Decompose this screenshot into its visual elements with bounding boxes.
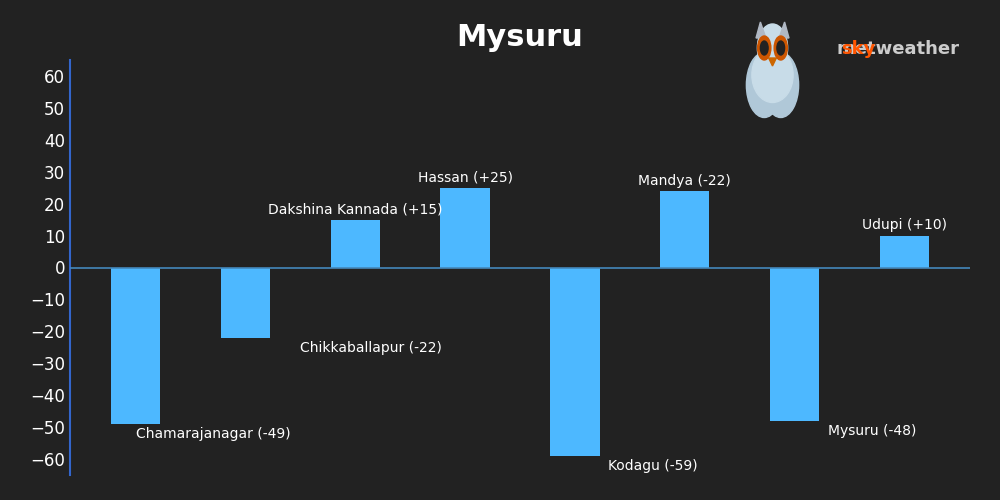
Text: sky: sky	[841, 40, 875, 58]
Text: Chikkaballapur (-22): Chikkaballapur (-22)	[300, 341, 442, 355]
Text: Dakshina Kannada (+15): Dakshina Kannada (+15)	[268, 202, 443, 216]
Bar	[550, 268, 600, 456]
Bar	[880, 236, 929, 268]
Text: Hassan (+25): Hassan (+25)	[418, 170, 513, 184]
Ellipse shape	[752, 48, 793, 102]
Bar	[770, 268, 819, 420]
Polygon shape	[779, 22, 789, 38]
Circle shape	[760, 41, 768, 55]
Polygon shape	[769, 58, 776, 66]
Circle shape	[774, 36, 787, 60]
Circle shape	[758, 36, 771, 60]
Circle shape	[777, 41, 785, 55]
Title: Mysuru: Mysuru	[457, 23, 583, 52]
Text: Udupi (+10): Udupi (+10)	[862, 218, 947, 232]
Text: metweather: metweather	[837, 40, 960, 58]
Bar	[440, 188, 490, 268]
Bar	[221, 268, 270, 338]
Ellipse shape	[746, 52, 782, 118]
Bar	[111, 268, 160, 424]
Ellipse shape	[763, 52, 799, 118]
Text: Mandya (-22): Mandya (-22)	[638, 174, 731, 188]
Polygon shape	[756, 22, 766, 38]
Bar	[660, 191, 709, 268]
Bar	[331, 220, 380, 268]
Ellipse shape	[757, 24, 788, 72]
Text: Mysuru (-48): Mysuru (-48)	[828, 424, 916, 438]
Text: Chamarajanagar (-49): Chamarajanagar (-49)	[136, 427, 290, 441]
Text: Kodagu (-59): Kodagu (-59)	[608, 459, 697, 473]
